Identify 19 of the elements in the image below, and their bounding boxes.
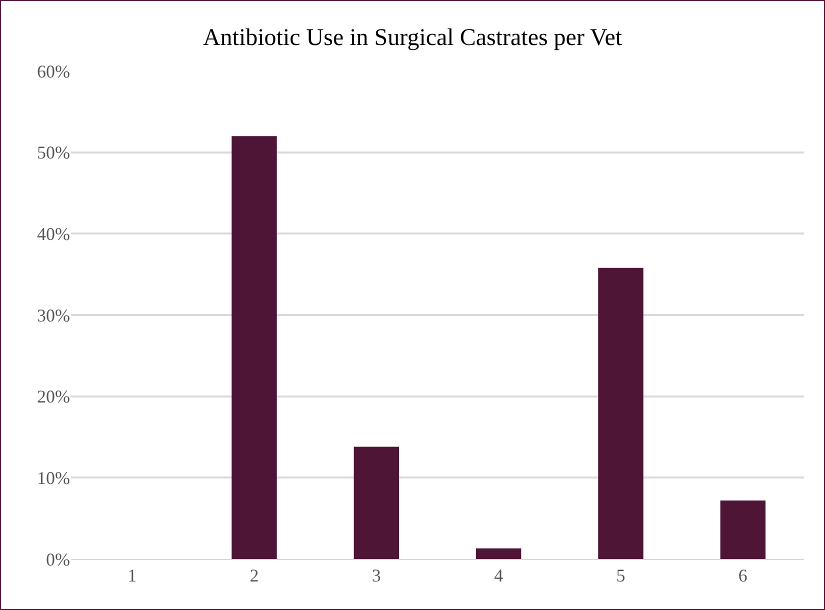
bar (598, 268, 644, 559)
bar (476, 548, 522, 559)
x-tick-label: 5 (616, 566, 626, 586)
x-tick-label: 6 (738, 566, 748, 586)
y-tick-label: 60% (37, 61, 70, 82)
y-tick-label: 10% (37, 468, 70, 488)
x-tick-label: 4 (494, 566, 504, 586)
bar (232, 136, 277, 559)
y-tick-label: 0% (46, 549, 70, 570)
y-tick-label: 40% (37, 224, 70, 244)
y-tick-label: 30% (37, 305, 70, 326)
bar (354, 446, 400, 559)
x-tick-label: 1 (128, 566, 137, 586)
y-tick-label: 50% (37, 142, 70, 163)
chart-title: Antibiotic Use in Surgical Castrates per Vet (202, 25, 622, 52)
y-tick-label: 20% (37, 386, 70, 407)
x-tick-label: 3 (372, 566, 381, 586)
bar (720, 500, 766, 559)
x-tick-label: 2 (250, 566, 259, 586)
